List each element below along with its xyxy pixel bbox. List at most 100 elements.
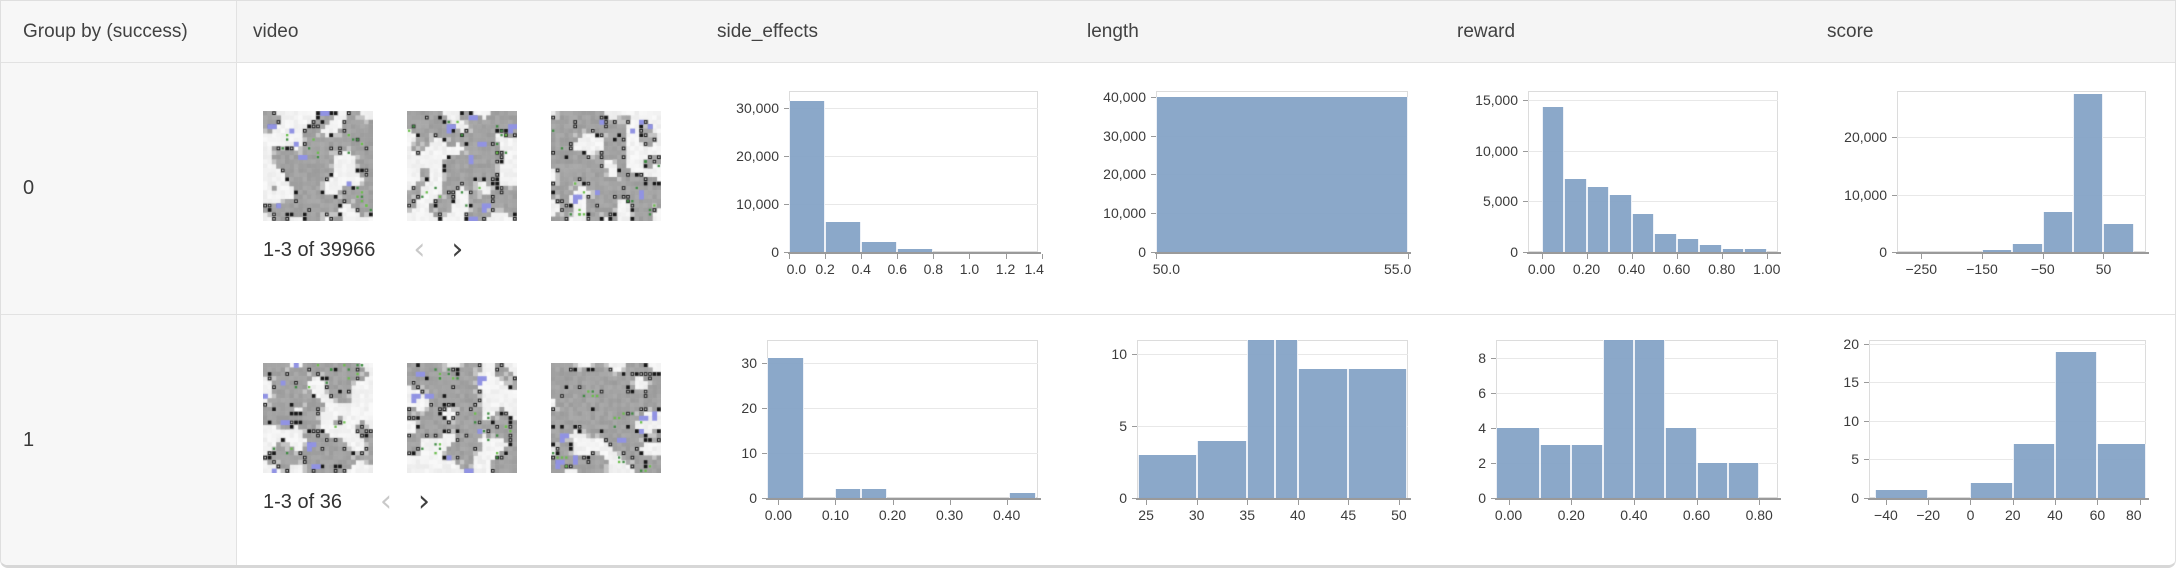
- y-axis-tick-label: 10: [1843, 412, 1859, 429]
- x-axis-tick-label: 0.4: [851, 261, 871, 277]
- video-thumbnails: [263, 363, 701, 473]
- histogram-reward-group1[interactable]: 0 2 4 6 8 0.00 0.20 0.40 0.60 0.80: [1441, 315, 1811, 565]
- column-header-length: length: [1087, 20, 1139, 42]
- x-axis-tick-label: 30: [1188, 507, 1205, 523]
- x-axis-tick-label: 1.0: [959, 261, 980, 277]
- x-axis-tick-label: 80: [2125, 507, 2142, 523]
- x-axis-tick-label: −40: [1874, 507, 1898, 523]
- table-row-group-0: 0 1-3 of 39966 ‹ › 0 10,000 20,000 30,000 0.…: [1, 63, 2175, 314]
- x-axis-tick-label: 45: [1340, 507, 1357, 523]
- y-axis-tick-label: 10,000: [1475, 142, 1518, 159]
- next-page-button[interactable]: ›: [417, 484, 430, 519]
- y-axis-tick-label: 20,000: [1103, 166, 1146, 183]
- x-axis-tick-label: 0.20: [1557, 507, 1585, 523]
- x-axis-tick-label: 0.60: [1663, 261, 1691, 277]
- video-cell: 1-3 of 36 ‹ ›: [237, 315, 701, 565]
- video-thumbnail[interactable]: [551, 363, 661, 473]
- x-axis-tick-label: 0.40: [1617, 261, 1646, 277]
- video-cell: 1-3 of 39966 ‹ ›: [237, 63, 701, 314]
- x-axis-tick-label: 0.10: [821, 507, 850, 523]
- x-axis-tick-label: −50: [2030, 261, 2055, 277]
- x-axis-tick-label: 50.0: [1152, 261, 1180, 277]
- x-axis-tick-label: 0.40: [992, 507, 1021, 523]
- pagination-label: 1-3 of 36: [263, 490, 342, 513]
- y-axis-tick-label: 0: [771, 244, 779, 260]
- x-axis-tick-label: 20: [2004, 507, 2021, 523]
- video-thumbnail[interactable]: [263, 363, 373, 473]
- x-axis-tick-label: 0.8: [923, 261, 944, 277]
- histogram-side-effects-group1[interactable]: 0 10 20 30 0.00 0.10 0.20 0.30 0.40: [701, 315, 1071, 565]
- next-page-button[interactable]: ›: [451, 232, 464, 267]
- x-axis-tick-label: 0.30: [935, 507, 964, 523]
- video-thumbnail[interactable]: [263, 111, 373, 221]
- y-axis-tick-label: 40,000: [1103, 88, 1146, 105]
- video-thumbnail[interactable]: [407, 111, 517, 221]
- y-axis-tick-label: 30,000: [736, 99, 779, 116]
- histogram-reward-group0[interactable]: 0 5,000 10,000 15,000 0.00 0.20 0.40 0.60 0.80 1.…: [1441, 63, 1811, 314]
- y-axis-tick-label: 5,000: [1482, 193, 1518, 210]
- y-axis-tick-label: 0: [1138, 244, 1146, 260]
- x-axis-tick-label: 0.80: [1745, 507, 1773, 523]
- y-axis-tick-label: 20: [1843, 335, 1859, 352]
- histogram-length-group0[interactable]: 0 10,000 20,000 30,000 40,000 50.0 55.0: [1071, 63, 1441, 314]
- y-axis-tick-label: 0: [1879, 244, 1887, 260]
- x-axis-tick-label: 40: [2047, 507, 2063, 523]
- x-axis-tick-label: 60: [2089, 507, 2106, 523]
- x-axis-tick-label: 1.00: [1753, 261, 1781, 277]
- y-axis-tick-label: 10: [1111, 346, 1127, 363]
- x-axis-tick-label: 0.2: [815, 261, 835, 277]
- y-axis-tick-label: 2: [1478, 454, 1486, 471]
- y-axis-tick-label: 0: [1851, 490, 1859, 506]
- x-axis-tick-label: 40: [1289, 507, 1306, 523]
- y-axis-tick-label: 0: [1478, 490, 1486, 506]
- x-axis-tick-label: 0: [1966, 507, 1975, 523]
- x-axis-tick-label: −150: [1966, 261, 1998, 277]
- x-axis-tick-label: 0.40: [1620, 507, 1648, 523]
- column-header-group-by: Group by (success): [1, 1, 237, 62]
- video-thumbnail[interactable]: [551, 111, 661, 221]
- y-axis-tick-label: 30: [741, 354, 757, 371]
- x-axis-tick-label: 0.60: [1682, 507, 1711, 523]
- histogram-score-group1[interactable]: 0 5 10 15 20 −40 −20 0 20 40 60 80: [1811, 315, 2175, 565]
- x-axis-tick-label: 1.4: [1024, 261, 1044, 277]
- pagination: 1-3 of 39966 ‹ ›: [263, 235, 701, 265]
- histogram-length-group1[interactable]: 0 5 10 25 30 35 40 45 50: [1071, 315, 1441, 565]
- y-axis-tick-label: 10: [741, 444, 757, 461]
- y-axis-tick-label: 20: [741, 399, 757, 416]
- video-thumbnails: [263, 111, 701, 221]
- x-axis-tick-label: 0.6: [887, 261, 907, 277]
- x-axis-tick-label: 0.20: [1572, 261, 1601, 277]
- y-axis-tick-label: 0: [1510, 244, 1518, 260]
- table-row-group-1: 1 1-3 of 36 ‹ › 0 10 20 30 0.00 0.10 0.20 0.30 0…: [1, 314, 2175, 565]
- video-thumbnail[interactable]: [407, 363, 517, 473]
- y-axis-tick-label: 0: [1119, 490, 1127, 506]
- x-axis-tick-label: 0.80: [1708, 261, 1736, 277]
- x-axis-tick-label: 50: [2095, 261, 2112, 277]
- x-axis-tick-label: −20: [1916, 507, 1941, 523]
- header-row: Group by (success) video side_effects le…: [1, 1, 2175, 63]
- y-axis-tick-label: 6: [1478, 384, 1486, 401]
- y-axis-tick-label: 4: [1478, 419, 1486, 436]
- x-axis-tick-label: 50: [1391, 507, 1407, 523]
- y-axis-tick-label: 30,000: [1103, 127, 1146, 144]
- column-header-video: video: [253, 20, 299, 42]
- x-axis-tick-label: 0.00: [1527, 261, 1556, 277]
- x-axis-tick-label: 25: [1138, 507, 1154, 523]
- x-axis-tick-label: 0.0: [786, 261, 807, 277]
- histogram-score-group0[interactable]: 0 10,000 20,000 −250 −150 −50 50: [1811, 63, 2175, 314]
- y-axis-tick-label: 5: [1119, 418, 1127, 435]
- prev-page-button[interactable]: ‹: [379, 484, 392, 519]
- prev-page-button[interactable]: ‹: [413, 232, 426, 267]
- column-header-score: score: [1827, 20, 1874, 42]
- y-axis-tick-label: 15: [1843, 374, 1859, 391]
- y-axis-tick-label: 0: [749, 490, 757, 506]
- column-header-side-effects: side_effects: [717, 20, 819, 42]
- y-axis-tick-label: 20,000: [1844, 129, 1887, 145]
- group-value-cell: 1: [1, 315, 237, 565]
- x-axis-tick-label: 55.0: [1384, 261, 1412, 277]
- y-axis-tick-label: 10,000: [736, 195, 779, 212]
- x-axis-tick-label: 35: [1239, 507, 1256, 523]
- histogram-side-effects-group0[interactable]: 0 10,000 20,000 30,000 0.0 0.2 0.4 0.6 0.8 1.0 1.2…: [701, 63, 1071, 314]
- y-axis-tick-label: 8: [1478, 349, 1486, 366]
